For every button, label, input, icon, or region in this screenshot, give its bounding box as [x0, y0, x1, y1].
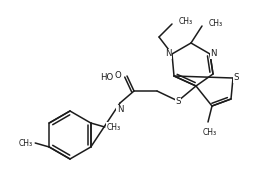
- Text: CH₃: CH₃: [107, 123, 121, 132]
- Text: HO: HO: [100, 73, 113, 81]
- Text: CH₃: CH₃: [179, 16, 193, 26]
- Text: S: S: [233, 73, 239, 83]
- Text: S: S: [175, 98, 181, 106]
- Text: N: N: [165, 49, 172, 58]
- Text: CH₃: CH₃: [209, 20, 223, 28]
- Text: CH₃: CH₃: [19, 138, 33, 148]
- Text: CH₃: CH₃: [203, 128, 217, 137]
- Text: N: N: [117, 105, 123, 114]
- Text: N: N: [210, 49, 217, 58]
- Text: O: O: [114, 71, 121, 81]
